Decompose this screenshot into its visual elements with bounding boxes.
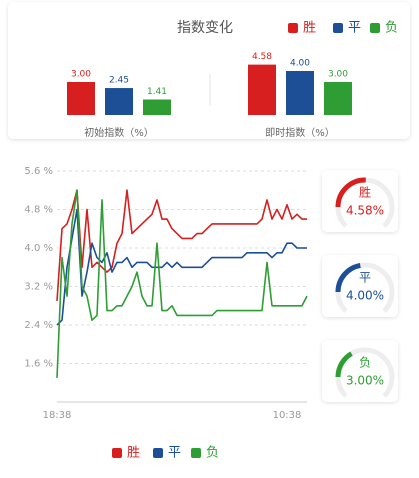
legend-label: 平 xyxy=(168,446,181,461)
legend-label: 平 xyxy=(348,21,361,36)
legend-swatch xyxy=(153,448,163,458)
gauge-track xyxy=(335,262,395,313)
y-tick-label: 4.8 % xyxy=(24,205,53,216)
gauge-arc xyxy=(335,177,366,208)
bar xyxy=(105,88,133,115)
y-tick-label: 4.0 % xyxy=(24,243,53,254)
legend-label: 胜 xyxy=(127,446,140,461)
gauge-name: 胜 xyxy=(359,185,371,200)
legend-label: 胜 xyxy=(303,21,316,36)
bar xyxy=(248,64,276,115)
line-series xyxy=(56,208,307,326)
legend-label: 负 xyxy=(385,21,398,36)
gauge-value: 4.58% xyxy=(346,204,384,218)
y-tick-label: 5.6 % xyxy=(24,166,53,177)
gauge-arc xyxy=(335,262,361,293)
bar xyxy=(143,99,171,115)
bar xyxy=(286,71,314,115)
gauge-track xyxy=(335,347,395,398)
y-tick-label: 1.6 % xyxy=(24,359,53,370)
bar xyxy=(67,82,95,115)
legend-swatch xyxy=(191,448,201,458)
bar-value-label: 2.45 xyxy=(109,76,129,86)
x-tick-label: 10:38 xyxy=(273,410,302,421)
legend-swatch xyxy=(288,23,298,33)
line-series xyxy=(56,189,308,378)
gauge-value: 3.00% xyxy=(346,374,384,388)
gauge-name: 平 xyxy=(359,271,371,285)
legend-swatch xyxy=(333,23,343,33)
bar-group-label: 初始指数（%） xyxy=(84,126,154,139)
card-title: 指数变化 xyxy=(177,20,233,36)
bar-value-label: 4.00 xyxy=(290,59,310,69)
gauge-name: 负 xyxy=(359,356,371,370)
legend-swatch xyxy=(112,448,122,458)
bar-value-label: 3.00 xyxy=(328,70,348,80)
gauge-arc xyxy=(335,351,353,378)
legend-label: 负 xyxy=(206,446,219,461)
bar-group-label: 即时指数（%） xyxy=(265,126,335,139)
bar-value-label: 1.41 xyxy=(147,87,167,97)
legend-swatch xyxy=(370,23,380,33)
bar-value-label: 4.58 xyxy=(252,52,272,62)
y-tick-label: 2.4 % xyxy=(24,320,53,331)
x-tick-label: 18:38 xyxy=(43,410,72,421)
bar xyxy=(324,82,352,115)
bar-value-label: 3.00 xyxy=(71,70,91,80)
gauge-value: 4.00% xyxy=(346,289,384,303)
y-tick-label: 3.2 % xyxy=(24,282,53,293)
